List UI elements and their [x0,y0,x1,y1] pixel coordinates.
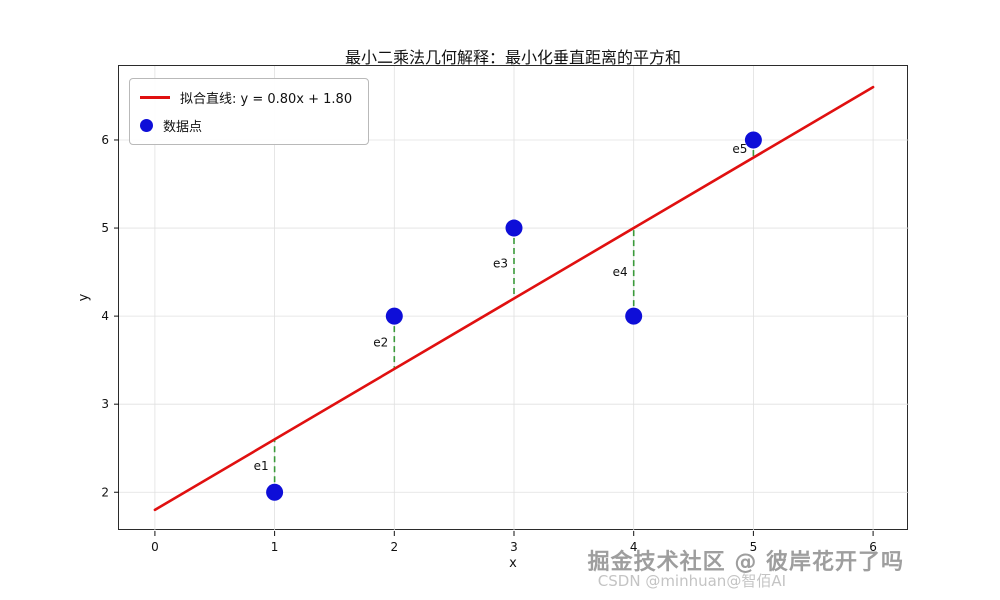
chart-title: 最小二乘法几何解释：最小化垂直距离的平方和 [344,48,681,67]
plot-canvas: e1 e2 e3 e4 e5 0 1 2 3 4 5 6 2 3 4 5 6 [101,66,909,554]
data-point [625,307,643,325]
legend-label-fit-line: 拟合直线: y = 0.80x + 1.80 [180,92,353,107]
data-point-sample-icon [140,119,153,132]
residual-label: e4 [613,265,628,279]
x-tick-label: 6 [869,540,877,554]
data-point [744,131,762,149]
plot-area: e1 e2 e3 e4 e5 0 1 2 3 4 5 6 2 3 4 5 6 拟合直线: y = 0.80x +… [101,65,909,554]
x-tick-label: 0 [151,540,159,554]
y-tick-label: 6 [101,133,109,147]
y-axis-label: y [76,293,92,302]
x-axis-label: x [509,556,517,571]
x-tick-label: 4 [630,540,638,554]
residual-label: e3 [493,256,508,270]
x-tick-label: 3 [510,540,518,554]
y-tick-label: 2 [101,485,109,499]
data-point [505,219,523,237]
x-tick-label: 1 [271,540,279,554]
fit-line-sample-icon [140,96,170,99]
y-tick-label: 3 [101,397,109,411]
y-tick-label: 5 [101,221,109,235]
legend: 拟合直线: y = 0.80x + 1.80 数据点 [129,78,370,145]
watermark-juejin: 掘金技术社区 @ 彼岸花开了吗 [587,550,904,575]
residual-label: e2 [373,336,388,350]
residual-label: e1 [254,459,269,473]
legend-label-data-points: 数据点 [163,120,203,135]
x-tick-label: 5 [750,540,758,554]
data-point [266,483,284,501]
legend-entry-data-points: 数据点 [140,116,352,135]
watermark-csdn: CSDN @minhuan@智佰AI [597,572,786,590]
residual-label: e5 [732,142,747,156]
data-point [385,307,403,325]
x-tick-label: 2 [390,540,398,554]
legend-entry-fit-line: 拟合直线: y = 0.80x + 1.80 [140,88,352,107]
fit-line [153,85,875,512]
y-tick-label: 4 [101,309,109,323]
